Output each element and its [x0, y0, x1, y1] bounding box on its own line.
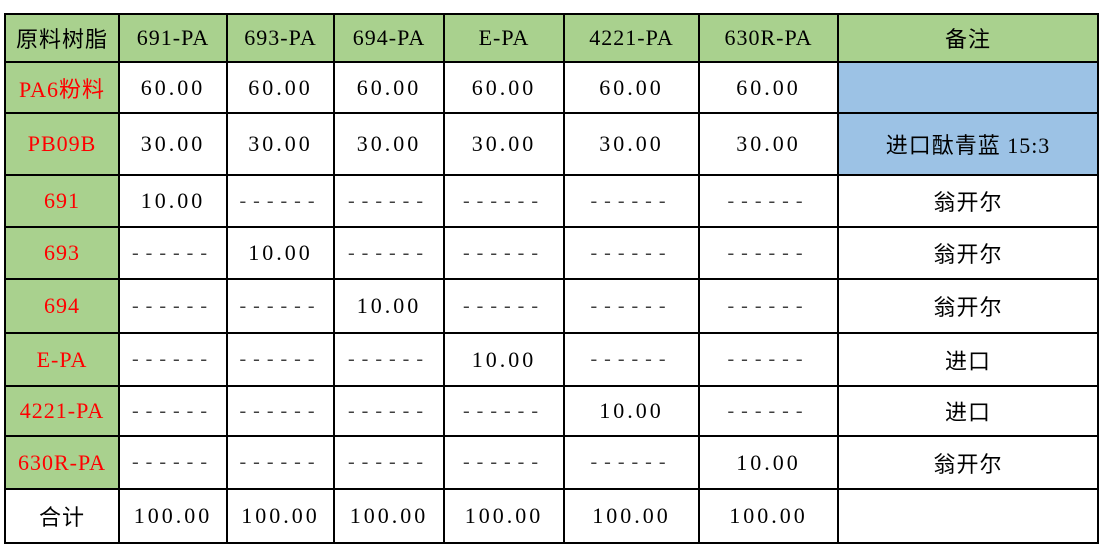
value-cell: 10.00: [226, 226, 335, 280]
value-cell: 60.00: [698, 61, 839, 114]
remark-cell: [837, 61, 1099, 114]
value-cell: ------: [118, 435, 228, 490]
value-cell: ------: [698, 332, 839, 387]
value-cell: ------: [333, 226, 445, 280]
value-cell: 60.00: [226, 61, 335, 114]
row-header: E-PA: [4, 332, 120, 387]
value-cell: ------: [226, 385, 335, 437]
value-cell: 10.00: [118, 174, 228, 228]
row-header-total: 合计: [4, 488, 120, 544]
value-cell: ------: [226, 332, 335, 387]
remark-cell: 翁开尔: [837, 278, 1099, 334]
row-header: PA6粉料: [4, 61, 120, 114]
table-row-691: 691 10.00 ------ ------ ------ ------ --…: [4, 174, 1099, 228]
value-cell: 100.00: [226, 488, 335, 544]
table-row-694: 694 ------ ------ 10.00 ------ ------ --…: [4, 278, 1099, 334]
row-header: 693: [4, 226, 120, 280]
value-cell: ------: [226, 174, 335, 228]
value-cell: ------: [333, 174, 445, 228]
value-cell: 10.00: [698, 435, 839, 490]
value-cell: 100.00: [698, 488, 839, 544]
value-cell: 30.00: [443, 112, 565, 176]
column-header-694pa: 694-PA: [333, 13, 445, 63]
value-cell: ------: [698, 174, 839, 228]
value-cell: 100.00: [443, 488, 565, 544]
column-header-4221pa: 4221-PA: [563, 13, 700, 63]
table-row-630r: 630R-PA ------ ------ ------ ------ ----…: [4, 435, 1099, 490]
remark-cell: 翁开尔: [837, 435, 1099, 490]
table-row-total: 合计 100.00 100.00 100.00 100.00 100.00 10…: [4, 488, 1099, 544]
header-row: 原料树脂 691-PA 693-PA 694-PA E-PA 4221-PA 6…: [4, 13, 1099, 63]
value-cell: ------: [443, 385, 565, 437]
row-header: 694: [4, 278, 120, 334]
remark-cell: 进口: [837, 385, 1099, 437]
value-cell: ------: [443, 226, 565, 280]
remark-cell: 进口酞青蓝 15:3: [837, 112, 1099, 176]
value-cell: 60.00: [333, 61, 445, 114]
remark-cell: 翁开尔: [837, 174, 1099, 228]
value-cell: ------: [333, 332, 445, 387]
value-cell: 100.00: [333, 488, 445, 544]
value-cell: 10.00: [333, 278, 445, 334]
value-cell: ------: [118, 385, 228, 437]
value-cell: ------: [118, 278, 228, 334]
table-row-epa: E-PA ------ ------ ------ 10.00 ------ -…: [4, 332, 1099, 387]
value-cell: ------: [443, 174, 565, 228]
row-header: 4221-PA: [4, 385, 120, 437]
value-cell: 10.00: [443, 332, 565, 387]
value-cell: ------: [698, 278, 839, 334]
value-cell: 30.00: [698, 112, 839, 176]
value-cell: ------: [443, 435, 565, 490]
value-cell: ------: [226, 278, 335, 334]
value-cell: 100.00: [118, 488, 228, 544]
table-row-pa6: PA6粉料 60.00 60.00 60.00 60.00 60.00 60.0…: [4, 61, 1099, 114]
value-cell: ------: [443, 278, 565, 334]
remark-cell: 翁开尔: [837, 226, 1099, 280]
column-header-remark: 备注: [837, 13, 1099, 63]
value-cell: ------: [118, 226, 228, 280]
value-cell: ------: [118, 332, 228, 387]
row-header: 691: [4, 174, 120, 228]
value-cell: ------: [226, 435, 335, 490]
value-cell: ------: [333, 385, 445, 437]
remark-cell: [837, 488, 1099, 544]
value-cell: ------: [563, 278, 700, 334]
column-header-material: 原料树脂: [4, 13, 120, 63]
column-header-693pa: 693-PA: [226, 13, 335, 63]
value-cell: 30.00: [333, 112, 445, 176]
table-row-pb09b: PB09B 30.00 30.00 30.00 30.00 30.00 30.0…: [4, 112, 1099, 176]
column-header-630rpa: 630R-PA: [698, 13, 839, 63]
table-row-693: 693 ------ 10.00 ------ ------ ------ --…: [4, 226, 1099, 280]
row-header: PB09B: [4, 112, 120, 176]
row-header: 630R-PA: [4, 435, 120, 490]
value-cell: ------: [698, 385, 839, 437]
value-cell: 60.00: [563, 61, 700, 114]
value-cell: 30.00: [118, 112, 228, 176]
value-cell: ------: [563, 174, 700, 228]
value-cell: ------: [563, 226, 700, 280]
value-cell: ------: [563, 332, 700, 387]
value-cell: ------: [333, 435, 445, 490]
value-cell: 100.00: [563, 488, 700, 544]
value-cell: ------: [563, 435, 700, 490]
table-row-4221: 4221-PA ------ ------ ------ ------ 10.0…: [4, 385, 1099, 437]
column-header-691pa: 691-PA: [118, 13, 228, 63]
formula-table: 原料树脂 691-PA 693-PA 694-PA E-PA 4221-PA 6…: [4, 13, 1099, 544]
value-cell: 10.00: [563, 385, 700, 437]
value-cell: 60.00: [443, 61, 565, 114]
column-header-epa: E-PA: [443, 13, 565, 63]
formula-table-sheet: 原料树脂 691-PA 693-PA 694-PA E-PA 4221-PA 6…: [4, 13, 1099, 544]
value-cell: 30.00: [226, 112, 335, 176]
value-cell: ------: [698, 226, 839, 280]
value-cell: 30.00: [563, 112, 700, 176]
remark-cell: 进口: [837, 332, 1099, 387]
value-cell: 60.00: [118, 61, 228, 114]
